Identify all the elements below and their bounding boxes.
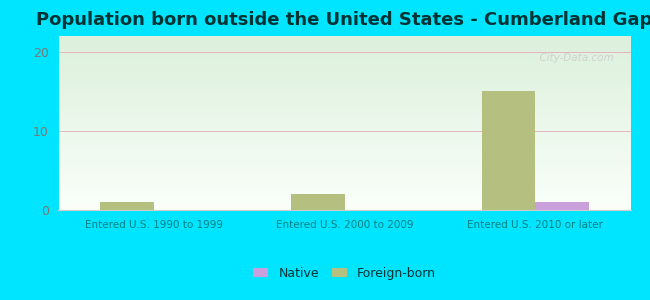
Title: Population born outside the United States - Cumberland Gap: Population born outside the United State… [36, 11, 650, 29]
Bar [101, 202, 154, 210]
Bar [482, 92, 535, 210]
Bar [535, 202, 588, 210]
Legend: Native, Foreign-born: Native, Foreign-born [250, 263, 439, 284]
Text: City-Data.com: City-Data.com [533, 53, 614, 63]
Bar [291, 194, 344, 210]
